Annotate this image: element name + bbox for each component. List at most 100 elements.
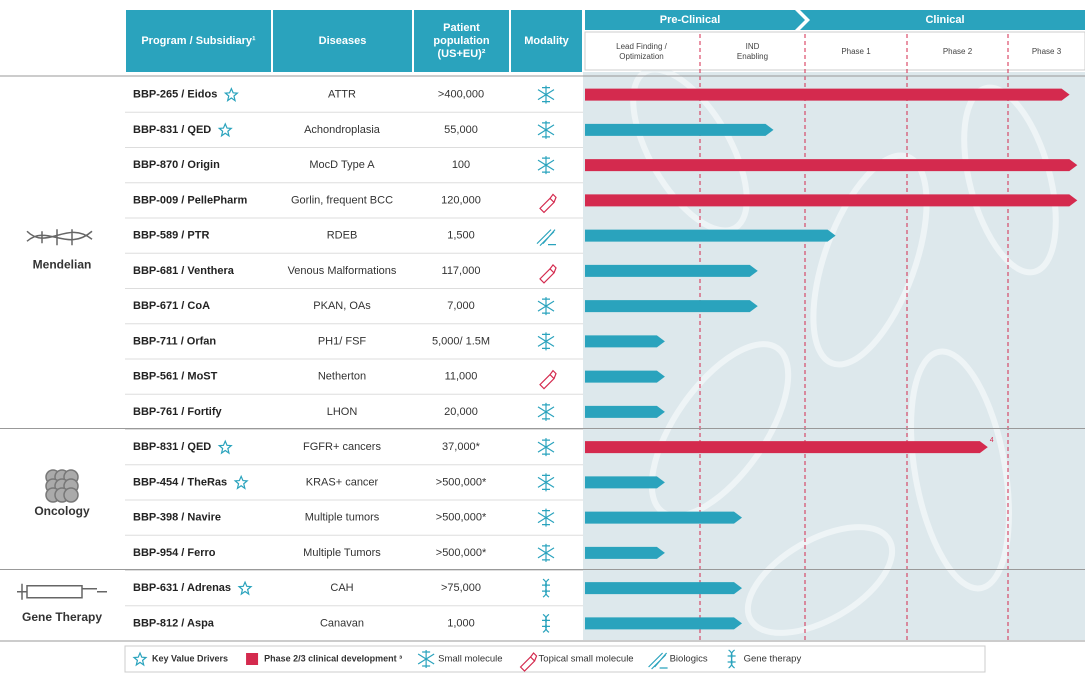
modality-icon: [727, 649, 736, 669]
header-label-line: (US+EU)²: [438, 48, 486, 60]
progress-bar: [585, 476, 665, 489]
program-name: BBP-671 / CoA: [133, 300, 210, 312]
disease: FGFR+ cancers: [303, 441, 381, 453]
disease: PH1/ FSF: [318, 335, 367, 347]
modality-icon: [542, 613, 550, 633]
progress-bar: [585, 264, 758, 277]
disease: Multiple Tumors: [303, 547, 381, 559]
disease: PKAN, OAs: [313, 300, 371, 312]
population: 11,000: [445, 371, 478, 383]
disease: Canavan: [320, 617, 364, 629]
program-name: BBP-831 / QED: [133, 441, 211, 453]
population: 5,000/ 1.5M: [432, 335, 490, 347]
disease: Achondroplasia: [304, 124, 381, 136]
progress-bar: [585, 405, 665, 418]
disease: KRAS+ cancer: [306, 476, 379, 488]
disease: CAH: [330, 582, 353, 594]
modality-icon: [537, 543, 555, 562]
stage-header: [584, 31, 1085, 71]
topical-icon: [519, 652, 538, 672]
legend-box: [124, 645, 986, 673]
population: 100: [452, 159, 470, 171]
stage-label: IND Enabling: [737, 42, 768, 61]
stage-group-header: [585, 10, 805, 30]
header-cell: [126, 10, 271, 72]
topical-icon: [539, 263, 557, 284]
modality-icon: [417, 650, 435, 668]
program-name: BBP-761 / Fortify: [133, 406, 223, 418]
tumor-icon: [63, 487, 79, 503]
modality-icon: [537, 120, 555, 139]
topical-icon: [539, 193, 557, 214]
population: 1,500: [447, 230, 475, 242]
modality-icon: [539, 369, 557, 390]
stage-label: Phase 1: [841, 47, 871, 56]
disease: Venous Malformations: [288, 265, 397, 277]
progress-bar: [585, 546, 665, 559]
population: >500,000*: [436, 547, 487, 559]
small-molecule-icon: [537, 85, 555, 104]
progress-bar: [585, 159, 1078, 172]
population: >500,000*: [436, 476, 487, 488]
stage-label: Lead Finding / Optimization: [616, 42, 667, 61]
legend-label: Topical small molecule: [539, 654, 634, 665]
program-name: BBP-831 / QED: [133, 124, 211, 136]
population: 37,000*: [442, 441, 481, 453]
legend-label: Key Value Drivers: [152, 653, 228, 663]
program-name: BBP-631 / Adrenas: [133, 582, 231, 594]
legend-star: [132, 651, 148, 667]
population: >75,000: [441, 582, 481, 594]
stage-label: Phase 2: [943, 47, 973, 56]
modality-icon: [537, 156, 555, 175]
legend-label: Gene therapy: [744, 654, 802, 665]
header-label-line: population: [433, 35, 489, 47]
stage-label: Phase 3: [1032, 47, 1062, 56]
population: >400,000: [438, 89, 484, 101]
small-molecule-icon: [537, 508, 555, 527]
program-name: BBP-561 / MoST: [133, 371, 218, 383]
progress-bar: [585, 511, 742, 524]
modality-icon: [537, 297, 555, 316]
population: >500,000*: [436, 512, 487, 524]
disease: LHON: [327, 406, 358, 418]
syringe-icon: [17, 583, 107, 600]
key-value-star: [217, 439, 233, 455]
program-name: BBP-454 / TheRas: [133, 476, 227, 488]
program-name: BBP-398 / Navire: [133, 512, 221, 524]
group-icon: [45, 469, 79, 503]
disease: Multiple tumors: [305, 512, 380, 524]
header-label-line: Patient: [443, 22, 480, 34]
progress-bar: [585, 123, 774, 136]
program-name: BBP-009 / PellePharm: [133, 194, 248, 206]
footnote: 4: [990, 437, 994, 444]
stage-group-header: [800, 10, 1085, 30]
disease: MocD Type A: [309, 159, 375, 171]
gene-icon: [542, 613, 550, 633]
progress-bar: [585, 88, 1070, 101]
disease: RDEB: [327, 230, 358, 242]
population: 120,000: [441, 194, 481, 206]
biologics-icon: [648, 652, 668, 670]
small-molecule-icon: [537, 438, 555, 457]
modality-icon: [537, 473, 555, 492]
progress-bar: [585, 335, 665, 348]
modality-icon: [539, 193, 557, 214]
legend-label: Biologics: [670, 654, 708, 665]
modality-icon: [537, 332, 555, 351]
disease: ATTR: [328, 89, 356, 101]
group-label: Gene Therapy: [22, 610, 102, 624]
modality-icon: [648, 652, 668, 670]
modality-icon: [542, 578, 550, 598]
program-name: BBP-681 / Venthera: [133, 265, 235, 277]
population: 20,000: [444, 406, 478, 418]
population: 1,000: [447, 617, 475, 629]
header-label: Program / Subsidiary¹: [141, 35, 256, 47]
modality-icon: [537, 438, 555, 457]
stage-label-line: IND: [746, 42, 760, 51]
header-label: Modality: [524, 35, 569, 47]
small-molecule-icon: [537, 473, 555, 492]
small-molecule-icon: [537, 156, 555, 175]
gene-icon: [727, 649, 736, 669]
small-molecule-icon: [537, 297, 555, 316]
